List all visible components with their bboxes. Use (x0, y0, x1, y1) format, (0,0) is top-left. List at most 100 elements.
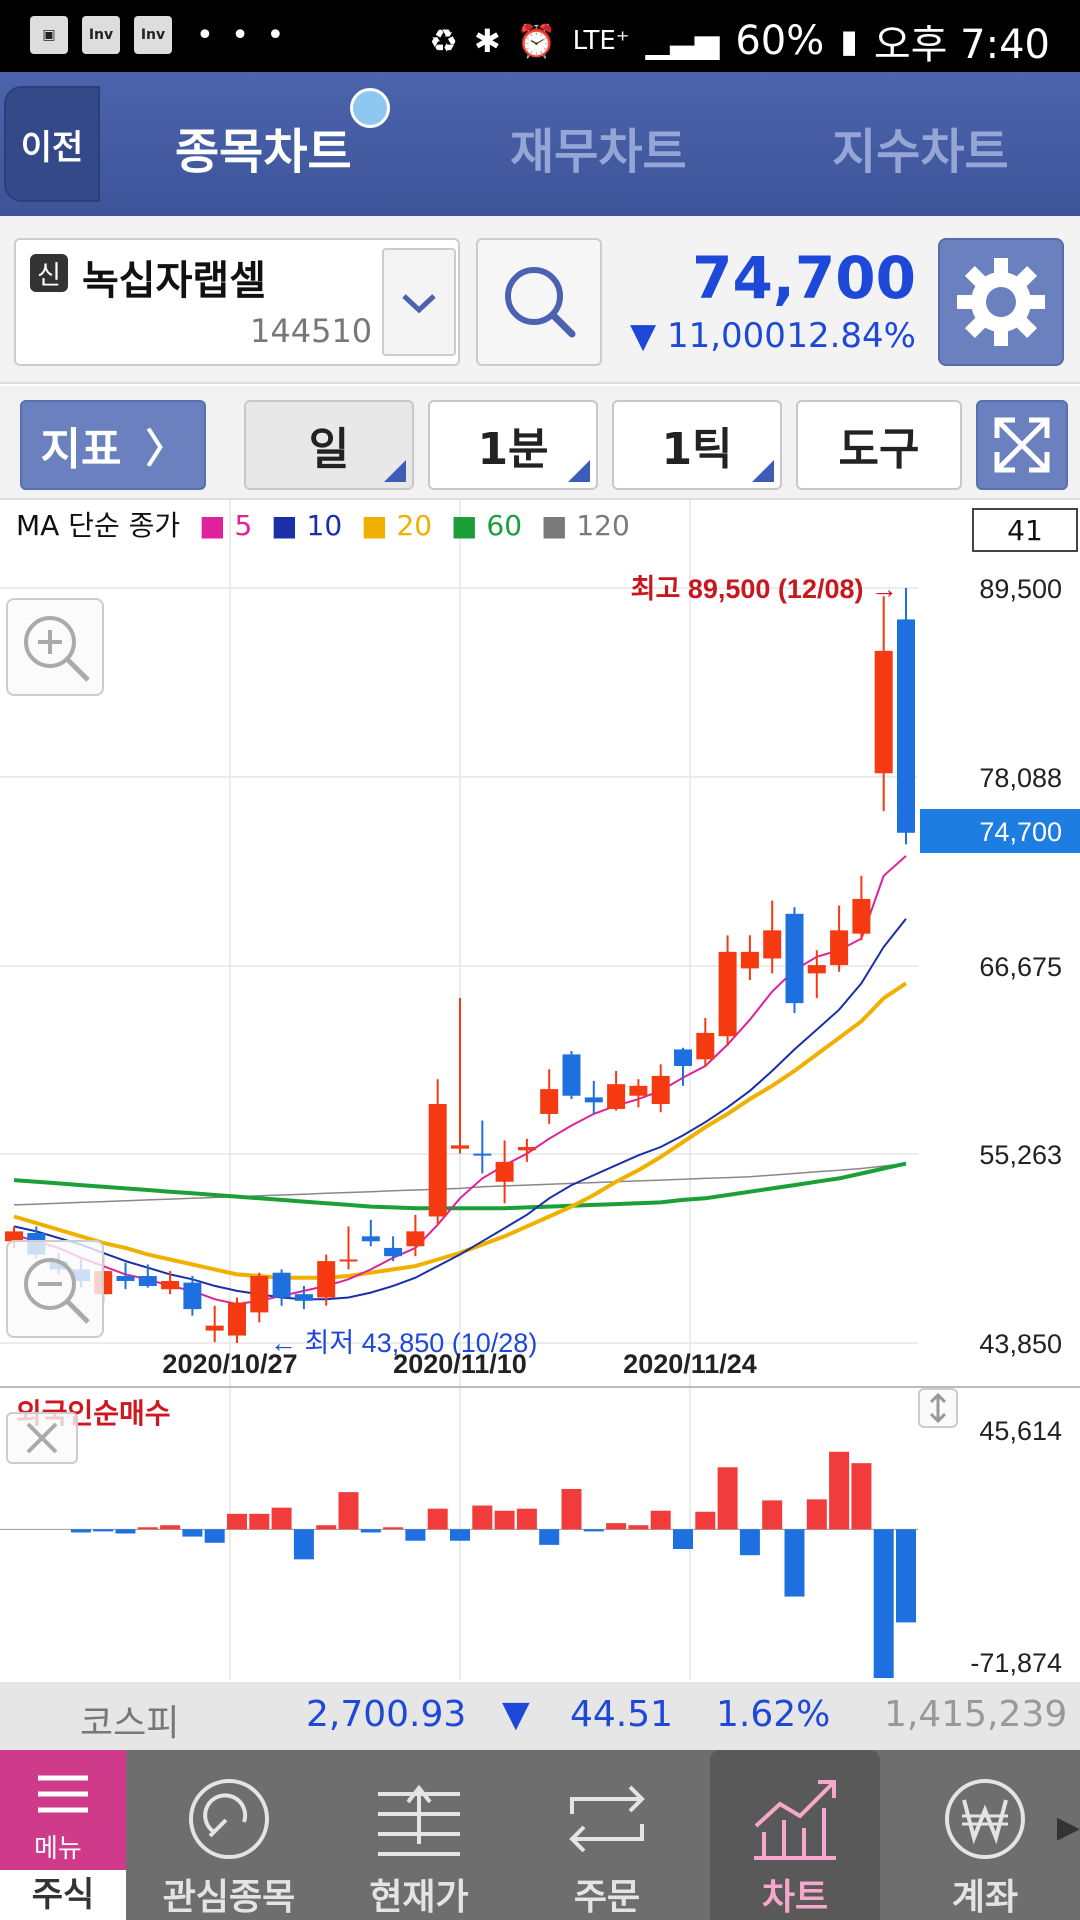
indicator-bar (360, 1529, 381, 1533)
indicator-bar (650, 1510, 671, 1530)
ma5-legend: ■ 5 (199, 509, 253, 542)
candle-body (785, 913, 804, 1004)
period-minute-label: 1분 (477, 424, 549, 475)
price-axis-label: 78,088 (979, 763, 1062, 793)
indicator-bar (762, 1500, 783, 1530)
indicator-bar (896, 1529, 916, 1623)
section-stock-tab[interactable]: 주식 (0, 1870, 126, 1920)
candle-body (339, 1259, 358, 1262)
dropdown-corner-icon (384, 460, 406, 482)
candle-body (317, 1261, 336, 1298)
resize-vertical-icon (929, 1392, 947, 1424)
resize-pane-button[interactable] (918, 1388, 958, 1428)
settings-button[interactable] (938, 238, 1064, 366)
tab-financial-chart[interactable]: 재무차트 (510, 124, 687, 180)
candle-body (540, 1089, 559, 1114)
tools-button[interactable]: 도구 (796, 400, 962, 490)
period-minute-button[interactable]: 1분 (428, 400, 598, 490)
indicator-bar (271, 1507, 292, 1530)
candle-body (138, 1276, 157, 1286)
inv-icon: Inv (82, 16, 120, 54)
chevron-right-icon: 〉 (145, 426, 186, 472)
tab-index-chart[interactable]: 지수차트 (832, 124, 1009, 180)
indicator-bar (293, 1529, 314, 1560)
nav-chart[interactable]: 차트 (710, 1750, 880, 1920)
date-axis-label: 2020/11/10 (393, 1349, 527, 1379)
dropdown-corner-icon (568, 460, 590, 482)
close-indicator-button[interactable] (6, 1412, 78, 1464)
menu-button[interactable]: 메뉴 (0, 1750, 126, 1870)
candle-body (607, 1084, 626, 1109)
candle-count-box[interactable]: 41 (972, 508, 1078, 552)
battery-percent: 60% (735, 18, 825, 64)
current-price: 74,700 (692, 244, 916, 312)
search-icon (505, 267, 576, 338)
candle-body (361, 1236, 380, 1242)
ma-legend-label: MA 단순 종가 (16, 509, 181, 542)
ma120-line (13, 1162, 907, 1206)
indicator-bar (316, 1525, 337, 1530)
more-notifications-icon: • • • (196, 17, 289, 53)
search-button[interactable] (476, 238, 602, 366)
chevron-down-icon (402, 294, 436, 314)
stock-selector[interactable]: 신 녹십자랩셀 144510 (14, 238, 460, 366)
indicator-bar (338, 1492, 359, 1530)
period-tick-button[interactable]: 1틱 (612, 400, 782, 490)
indicator-bar (806, 1499, 827, 1530)
indicator-bar (383, 1527, 404, 1530)
network-indicator: LTE⁺ (572, 26, 630, 56)
indicator-bar (70, 1529, 91, 1533)
price-change-percent: 12.84% (786, 316, 916, 356)
index-change-percent: 1.62% (716, 1694, 831, 1735)
kospi-ticker[interactable]: 코스피 2,700.93 ▼ 44.51 1.62% 1,415,239 (0, 1682, 1080, 1750)
candle-body (897, 619, 915, 833)
candle-body (451, 1145, 469, 1149)
price-axis-label: 66,675 (979, 952, 1062, 982)
current-price-marker-label: 74,700 (979, 817, 1062, 847)
stock-dropdown-button[interactable] (382, 248, 456, 356)
ma20-legend: ■ 20 (361, 509, 433, 542)
nav-watchlist[interactable]: 관심종목 (144, 1750, 314, 1920)
indicator-button[interactable]: 지표 〉 (20, 400, 206, 490)
phone-badge-icon (350, 88, 390, 128)
current-price-marker (920, 809, 1080, 853)
tab-stock-chart[interactable]: 종목차트 (175, 124, 352, 180)
nav-account-label: 계좌 (951, 1877, 1019, 1918)
signal-icon: ▁▃▅ (645, 22, 720, 60)
indicator-bar (450, 1529, 470, 1541)
zoom-out-button[interactable] (6, 1240, 104, 1338)
watchlist-icon (189, 1779, 269, 1859)
indicator-bar (673, 1529, 693, 1549)
indicator-label: 지표 (40, 424, 122, 475)
index-change: 44.51 (570, 1694, 674, 1735)
zoom-out-icon (24, 1258, 90, 1324)
ma60-legend: ■ 60 (451, 509, 523, 542)
indicator-bar (137, 1527, 158, 1530)
bottom-nav: 메뉴 주식 관심종목 현재가 주문 (0, 1750, 1080, 1920)
nav-current-price[interactable]: 현재가 (334, 1750, 504, 1920)
candle-body (874, 650, 893, 774)
back-button[interactable]: 이전 (4, 86, 100, 202)
indicator-bar (249, 1513, 270, 1530)
indicator-bar (405, 1529, 426, 1541)
indicator-bar (717, 1467, 738, 1530)
won-icon (945, 1779, 1025, 1859)
indicator-bar (873, 1529, 894, 1678)
nav-order[interactable]: 주문 (522, 1750, 692, 1920)
indicator-min-label: -71,874 (970, 1648, 1062, 1678)
nav-more-arrow-icon[interactable]: ▶ (1056, 1810, 1080, 1845)
price-chart[interactable]: 89,500 78,088 66,675 55,263 43,850 74,700 최고 8… (0, 500, 1080, 1680)
candle-body (696, 1032, 715, 1060)
nav-account[interactable]: 계좌 (900, 1750, 1070, 1920)
period-day-button[interactable]: 일 (244, 400, 414, 490)
indicator-bar (583, 1529, 604, 1532)
fullscreen-button[interactable] (976, 400, 1068, 490)
clock: 오후 7:40 (873, 22, 1050, 68)
indicator-bar (227, 1513, 247, 1530)
down-arrow-icon: ▼ (502, 1694, 530, 1735)
nav-chart-label: 차트 (761, 1877, 829, 1918)
high-annotation: 최고 89,500 (12/08) → (631, 574, 898, 604)
top-nav: 이전 종목차트 재무차트 지수차트 (0, 72, 1080, 216)
zoom-in-button[interactable] (6, 598, 104, 696)
indicator-bar (93, 1529, 114, 1532)
